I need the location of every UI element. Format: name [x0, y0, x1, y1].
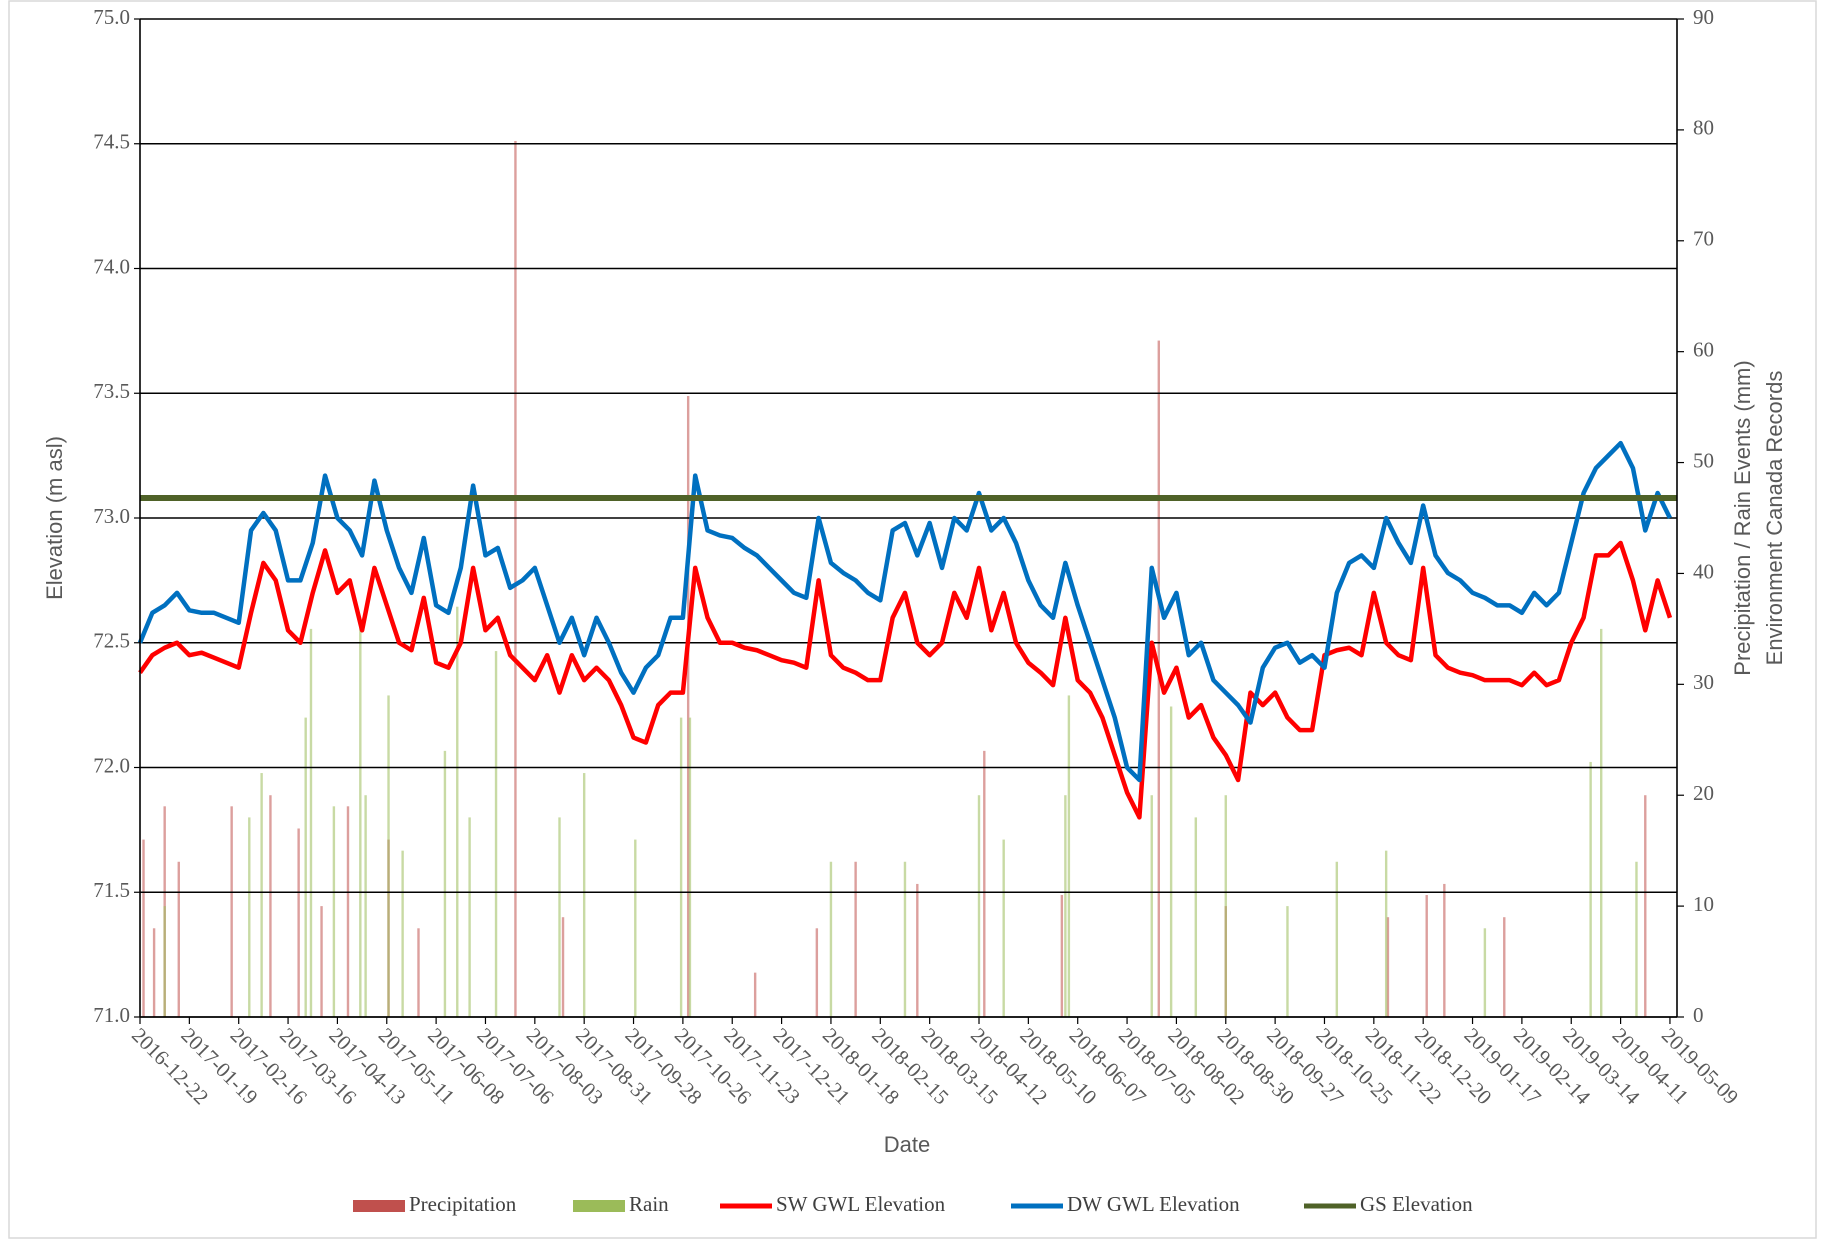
precipitation-bar [304, 717, 307, 1017]
precipitation-bar [854, 861, 857, 1017]
y-tick-label: 74.0 [93, 254, 130, 278]
precipitation-bar [309, 628, 313, 1017]
precipitation-bar [346, 806, 350, 1017]
legend-swatch [573, 1200, 625, 1212]
precipitation-bar [332, 806, 336, 1017]
precipitation-bar [1067, 695, 1071, 1017]
precipitation-bar [679, 717, 683, 1017]
precipitation-bar [753, 972, 757, 1017]
precipitation-bar [1483, 928, 1487, 1017]
y-tick-label: 72.0 [93, 753, 130, 777]
legend: Precipitation Rain SW GWL Elevation DW GWL … [353, 1192, 1473, 1216]
precipitation-bar [1150, 795, 1153, 1017]
y-tick-label: 75.0 [93, 5, 130, 29]
y2-tick-label: 40 [1693, 559, 1714, 583]
y2-tick-label: 90 [1693, 5, 1714, 29]
precipitation-bar [269, 795, 272, 1017]
precipitation-bar [1060, 895, 1064, 1017]
precipitation-bar [829, 861, 833, 1017]
y-tick-label: 71.5 [93, 878, 130, 902]
y2-tick-label: 50 [1693, 448, 1714, 472]
precipitation-bar [1443, 883, 1446, 1017]
precipitation-bar [364, 795, 367, 1017]
x-axis-title: Date [884, 1132, 930, 1157]
precipitation-bar [443, 750, 447, 1017]
precipitation-bar [152, 928, 156, 1017]
precipitation-bar [688, 717, 692, 1017]
legend-label: GS Elevation [1360, 1192, 1473, 1216]
y2-tick-label: 70 [1693, 227, 1714, 251]
y-axis-title: Elevation (m asl) [42, 436, 67, 600]
y-tick-label: 73.0 [93, 504, 130, 528]
bar-layer [142, 140, 1647, 1018]
y2-tick-label: 30 [1693, 670, 1714, 694]
series-line [137, 440, 1672, 783]
legend-label: Rain [629, 1192, 669, 1216]
precipitation-bar [1194, 817, 1198, 1017]
precipitation-bar [983, 750, 986, 1017]
precipitation-bar [582, 773, 586, 1017]
precipitation-bar [1002, 839, 1005, 1017]
precipitation-bar [456, 606, 459, 1017]
precipitation-bar [468, 817, 471, 1017]
line-layer [137, 440, 1677, 820]
y2-tick-label: 10 [1693, 892, 1714, 916]
precipitation-bar [1644, 795, 1647, 1017]
precipitation-bar [1064, 795, 1067, 1017]
y-tick-label: 71.0 [93, 1003, 130, 1027]
precipitation-bar [297, 828, 300, 1017]
precipitation-bar [494, 651, 498, 1017]
precipitation-bar [163, 906, 166, 1017]
chart-frame [8, 0, 1817, 1239]
precipitation-bar [260, 773, 263, 1017]
precipitation-bar [903, 861, 907, 1017]
precipitation-bar [320, 906, 323, 1017]
precipitation-bar [1386, 917, 1390, 1017]
precipitation-bar [558, 817, 561, 1017]
y2-axis-title: Precipitation / Rain Events (mm) [1730, 360, 1755, 675]
series-line [138, 540, 1673, 820]
precipitation-bar [177, 861, 180, 1017]
precipitation-bar [1503, 917, 1506, 1017]
precipitation-bar [916, 883, 919, 1017]
precipitation-bar [1600, 628, 1603, 1017]
y-tick-label: 74.5 [93, 130, 130, 154]
y-tick-label: 72.5 [93, 629, 130, 653]
legend-swatch [353, 1200, 405, 1212]
precipitation-bar [977, 795, 981, 1017]
precipitation-bar [1384, 850, 1388, 1017]
precipitation-bar [815, 928, 819, 1017]
precipitation-bar [1335, 861, 1339, 1017]
legend-label: DW GWL Elevation [1067, 1192, 1240, 1216]
precipitation-bar [248, 817, 251, 1017]
precipitation-bar [359, 617, 362, 1017]
precipitation-bar [1286, 906, 1289, 1017]
precipitation-bar [1169, 706, 1173, 1017]
precipitation-bar [634, 839, 637, 1017]
precipitation-bar [387, 695, 390, 1017]
precipitation-bar [417, 928, 420, 1017]
grid-layer [140, 18, 1677, 1018]
y2-tick-label: 60 [1693, 337, 1714, 361]
precipitation-bar [561, 917, 565, 1017]
precipitation-bar [1635, 861, 1638, 1017]
y2-tick-label: 80 [1693, 116, 1714, 140]
precipitation-bar [1425, 895, 1428, 1017]
legend-label: SW GWL Elevation [776, 1192, 946, 1216]
precipitation-bar [686, 396, 690, 1017]
precipitation-bar [230, 806, 233, 1017]
precipitation-bar [1589, 761, 1592, 1017]
precipitation-bar [401, 850, 404, 1017]
y2-tick-label: 0 [1693, 1003, 1704, 1027]
precipitation-bar [1224, 795, 1227, 1017]
legend-label: Precipitation [409, 1192, 517, 1216]
y2-axis-title: Environment Canada Records [1762, 371, 1787, 666]
precipitation-bar [514, 140, 517, 1017]
y-tick-label: 73.5 [93, 379, 130, 403]
precipitation-bar [142, 839, 145, 1017]
y2-tick-label: 20 [1693, 781, 1714, 805]
